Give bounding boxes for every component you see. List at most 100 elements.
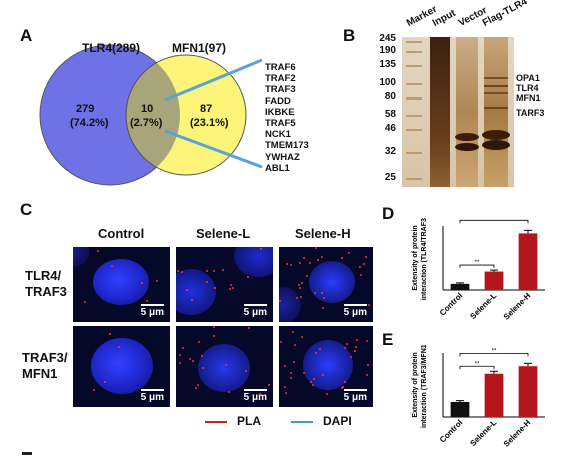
marker-label: 32 bbox=[384, 146, 396, 157]
y-axis-label-line2: interaction (TRAF3/MFN1) bbox=[421, 345, 428, 428]
pla-dot bbox=[104, 381, 106, 383]
pla-dot bbox=[313, 378, 315, 380]
marker-label: 46 bbox=[384, 123, 396, 134]
bar-control bbox=[450, 401, 470, 417]
pla-dot bbox=[348, 252, 350, 254]
dapi-legend-swatch bbox=[291, 421, 313, 423]
pla-dot bbox=[259, 393, 261, 395]
marker-label: 190 bbox=[379, 45, 396, 56]
row-label-line1: TLR4/ bbox=[25, 268, 62, 283]
venn-overlap bbox=[125, 54, 180, 176]
pla-dot bbox=[213, 326, 215, 328]
pla-dot bbox=[294, 344, 296, 346]
bar-selene-l bbox=[484, 271, 504, 290]
column-header-control: Control bbox=[98, 226, 145, 241]
pla-dot bbox=[293, 361, 295, 363]
bar-selene-h bbox=[518, 233, 538, 290]
pla-dot bbox=[296, 297, 298, 299]
pla-dot bbox=[109, 333, 111, 335]
pla-dot bbox=[312, 384, 314, 386]
pla-dot bbox=[191, 299, 193, 301]
pla-dot bbox=[301, 336, 303, 338]
row-label-line2: TRAF3 bbox=[25, 284, 67, 299]
pla-dot bbox=[118, 346, 120, 348]
significance-label: ** bbox=[475, 361, 480, 367]
bar-selene-l bbox=[484, 373, 504, 417]
scale-bar: 5 μm bbox=[343, 304, 368, 318]
pla-dot bbox=[156, 280, 158, 282]
x-tick-label: Selene-L bbox=[468, 418, 498, 448]
pla-dot bbox=[341, 257, 343, 259]
venn-left-count: 279 bbox=[76, 103, 95, 115]
pla-dot bbox=[366, 340, 368, 342]
panel-e-label: E bbox=[382, 330, 394, 349]
venn-overlap-pct: (2.7%) bbox=[130, 117, 163, 129]
pla-dot bbox=[303, 372, 305, 374]
pla-dot bbox=[280, 341, 282, 343]
band-label-mfn1: MFN1 bbox=[516, 93, 541, 103]
pla-dot bbox=[317, 259, 319, 261]
gene-item: TRAF2 bbox=[265, 73, 296, 85]
marker-label: 58 bbox=[384, 109, 396, 120]
pla-legend-label: PLA bbox=[237, 414, 261, 428]
pla-dot bbox=[260, 248, 262, 250]
scale-bar: 5 μm bbox=[140, 304, 165, 318]
panel-b-label: B bbox=[343, 26, 356, 45]
microscopy-legend: PLA DAPI bbox=[205, 414, 375, 430]
pla-dot bbox=[284, 365, 286, 367]
pla-dot bbox=[350, 356, 352, 358]
pla-dot bbox=[179, 362, 181, 364]
pla-dot bbox=[245, 370, 247, 372]
pla-dot bbox=[290, 264, 292, 266]
pla-dot bbox=[192, 360, 194, 362]
pla-dot bbox=[198, 341, 200, 343]
pla-dot bbox=[321, 292, 323, 294]
band-label-tarf3: TARF3 bbox=[516, 108, 545, 118]
gene-item: YWHAZ bbox=[265, 151, 300, 163]
pla-dot bbox=[368, 304, 370, 306]
pla-dot bbox=[360, 274, 362, 276]
pla-dot bbox=[322, 307, 324, 309]
silver-stain-gel bbox=[402, 37, 514, 187]
pla-dot bbox=[213, 335, 215, 337]
significance-bracket bbox=[459, 219, 529, 224]
bar-selene-h bbox=[518, 366, 538, 417]
x-tick-label: Selene-L bbox=[468, 291, 498, 321]
panel-d-label: D bbox=[382, 204, 395, 223]
pla-dot bbox=[146, 300, 148, 302]
pla-dot bbox=[195, 387, 197, 389]
gene-item: TMEM173 bbox=[265, 140, 309, 152]
gene-item: TRAF6 bbox=[265, 62, 296, 73]
pla-dot bbox=[322, 374, 324, 376]
venn-right-title: MFN1(97) bbox=[172, 41, 227, 55]
pla-dot bbox=[299, 287, 301, 289]
row-label-line2: MFN1 bbox=[22, 366, 58, 381]
y-axis-label-line2: interaction (TLR4/TRAF3) bbox=[421, 218, 428, 300]
pla-legend-swatch bbox=[205, 421, 227, 423]
bar-chart-d: Extensity of protein interaction (TLR4/TR… bbox=[412, 218, 545, 322]
gene-item: ABL1 bbox=[265, 162, 290, 174]
row-label-tlr4-traf3: TLR4/ TRAF3 bbox=[25, 268, 67, 300]
gene-item: TRAF3 bbox=[265, 84, 296, 96]
pla-dot bbox=[290, 372, 292, 374]
bar-chart-e: Extensity of protein interaction (TRAF3/M… bbox=[412, 345, 545, 449]
x-tick-label: Control bbox=[438, 418, 464, 444]
pla-dot bbox=[181, 271, 183, 273]
pla-dot bbox=[300, 296, 302, 298]
gene-item: NCK1 bbox=[265, 129, 291, 141]
pla-dot bbox=[177, 270, 179, 272]
pla-dot bbox=[326, 393, 328, 395]
pla-dot bbox=[225, 364, 227, 366]
pla-dot bbox=[179, 354, 181, 356]
pla-dot bbox=[201, 355, 203, 357]
pla-dot bbox=[202, 367, 204, 369]
x-tick-label: Selene-H bbox=[502, 291, 533, 322]
pla-dot bbox=[356, 339, 358, 341]
micrograph-r2-selene-h: 5 μm bbox=[279, 326, 373, 407]
micrograph-r2-selene-l: 5 μm bbox=[176, 326, 273, 407]
pla-dot bbox=[301, 282, 303, 284]
pla-dot bbox=[111, 265, 113, 267]
micrograph-r2-control: 5 μm bbox=[73, 326, 170, 407]
pla-dot bbox=[206, 270, 208, 272]
pla-dot bbox=[298, 284, 300, 286]
